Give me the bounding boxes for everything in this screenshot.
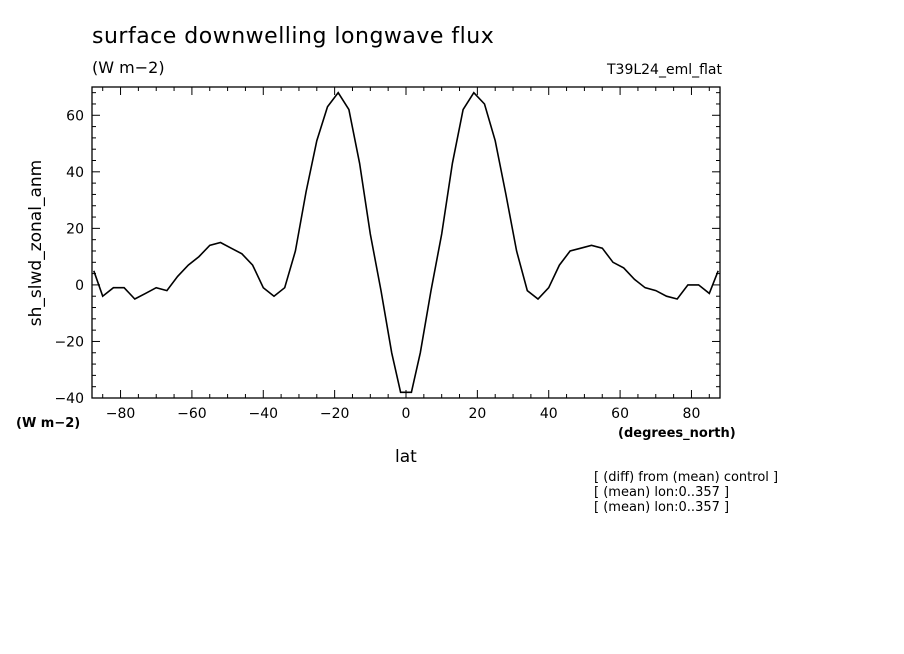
run-label: T39L24_eml_flat bbox=[606, 62, 722, 78]
x-tick-label: −40 bbox=[248, 406, 278, 422]
series-line bbox=[93, 91, 719, 394]
x-tick-label: 40 bbox=[540, 406, 558, 422]
y-tick-label: 0 bbox=[75, 278, 84, 294]
y-axis-units: (W m−2) bbox=[16, 416, 81, 431]
y-tick-label: −20 bbox=[54, 334, 84, 350]
note-line: [ (diff) from (mean) control ] bbox=[594, 470, 779, 485]
chart-title: surface downwelling longwave flux bbox=[92, 24, 495, 49]
x-tick-label: 60 bbox=[611, 406, 629, 422]
y-tick-label: 20 bbox=[66, 221, 84, 237]
plot-frame bbox=[91, 86, 721, 399]
y-tick-label: −40 bbox=[54, 391, 84, 407]
y-tick-label: 60 bbox=[66, 108, 84, 124]
x-tick-label: 80 bbox=[683, 406, 701, 422]
x-tick-label: 0 bbox=[402, 406, 411, 422]
x-tick-label: −20 bbox=[320, 406, 350, 422]
y-tick-label: 40 bbox=[66, 165, 84, 181]
y-axis-label: sh_slwd_zonal_anm bbox=[26, 159, 46, 327]
x-axis-label: lat bbox=[395, 447, 417, 467]
chart-units: (W m−2) bbox=[92, 58, 165, 77]
x-tick-label: 20 bbox=[468, 406, 486, 422]
x-tick-label: −60 bbox=[177, 406, 207, 422]
note-line: [ (mean) lon:0..357 ] bbox=[594, 500, 730, 515]
x-tick-label: −80 bbox=[106, 406, 136, 422]
note-line: [ (mean) lon:0..357 ] bbox=[594, 485, 730, 500]
x-axis-units: (degrees_north) bbox=[618, 426, 736, 441]
notes-block: [ (diff) from (mean) control ] [ (mean) … bbox=[594, 470, 778, 515]
